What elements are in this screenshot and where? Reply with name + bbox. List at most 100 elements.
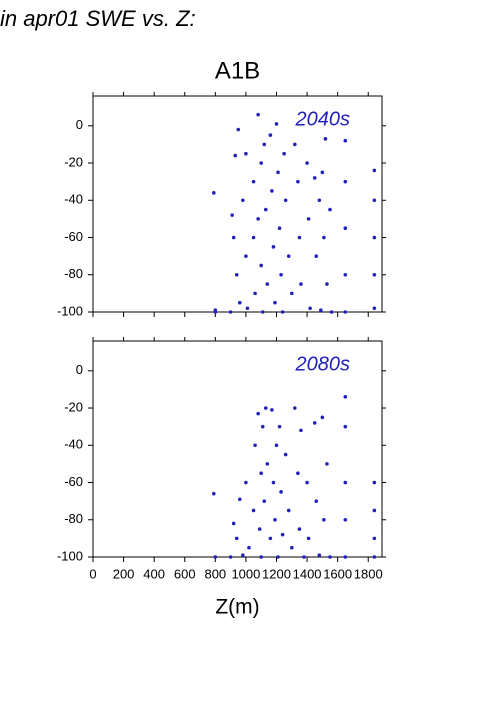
point xyxy=(314,254,319,258)
point xyxy=(372,306,377,311)
point xyxy=(270,408,274,412)
point xyxy=(237,497,242,502)
point xyxy=(237,300,242,305)
y-tick-label: -80 xyxy=(64,511,83,526)
y-tick-label: -60 xyxy=(64,229,83,244)
point xyxy=(325,282,329,286)
point xyxy=(251,508,256,513)
point xyxy=(312,176,317,180)
point xyxy=(299,428,303,433)
point xyxy=(271,245,276,249)
point xyxy=(253,291,257,296)
plot-frame xyxy=(92,95,383,313)
point xyxy=(256,112,260,117)
point xyxy=(329,310,334,314)
point xyxy=(317,553,322,557)
point xyxy=(263,406,268,410)
point xyxy=(213,555,218,559)
y-tick-label: -80 xyxy=(64,266,83,281)
point xyxy=(244,480,248,485)
point xyxy=(328,207,332,212)
point xyxy=(234,272,239,277)
point xyxy=(343,480,348,485)
point xyxy=(302,555,306,559)
y-tick-label: -40 xyxy=(64,192,83,207)
point xyxy=(259,263,264,268)
point xyxy=(274,443,279,448)
point xyxy=(273,300,277,305)
page-title: in apr01 SWE vs. Z: xyxy=(0,6,196,31)
point xyxy=(279,272,283,277)
point xyxy=(312,421,317,425)
point xyxy=(320,170,325,175)
point xyxy=(259,471,264,476)
y-tick-label: -40 xyxy=(64,437,83,452)
point xyxy=(270,189,274,193)
panel-annotation: 2080s xyxy=(295,353,351,375)
point xyxy=(372,168,377,173)
point xyxy=(343,555,348,559)
point xyxy=(211,491,216,496)
point xyxy=(296,179,300,184)
point xyxy=(343,395,348,399)
point xyxy=(328,555,332,559)
y-tick-label: 0 xyxy=(76,117,83,132)
x-tick-label: 0 xyxy=(89,566,96,581)
x-tick-label: 800 xyxy=(204,566,226,581)
point xyxy=(260,310,265,314)
point xyxy=(251,235,256,240)
point xyxy=(268,536,273,541)
point xyxy=(343,310,348,314)
y-tick-label: -100 xyxy=(57,548,83,563)
point xyxy=(283,452,288,457)
point xyxy=(279,490,283,494)
point xyxy=(297,527,302,531)
point xyxy=(244,151,248,156)
point xyxy=(299,282,303,286)
point xyxy=(319,308,323,312)
point xyxy=(213,310,218,314)
point xyxy=(234,536,239,541)
point xyxy=(372,235,377,240)
point xyxy=(236,127,241,132)
point xyxy=(308,306,312,311)
point xyxy=(317,198,322,203)
point xyxy=(253,443,257,448)
y-tick-label: -20 xyxy=(64,399,83,414)
point xyxy=(233,153,238,158)
point xyxy=(259,161,264,165)
y-tick-label: -100 xyxy=(57,303,83,318)
point xyxy=(228,555,233,559)
point xyxy=(241,198,245,203)
point xyxy=(262,499,267,503)
point xyxy=(263,207,268,212)
point xyxy=(256,411,260,416)
point xyxy=(372,536,377,541)
point xyxy=(293,142,297,147)
point xyxy=(305,480,309,485)
point xyxy=(306,536,311,541)
point xyxy=(320,415,325,420)
point xyxy=(276,555,280,559)
y-tick-label: -60 xyxy=(64,474,83,489)
point xyxy=(230,213,234,217)
point xyxy=(260,424,265,429)
point xyxy=(289,291,294,296)
point xyxy=(282,151,286,156)
point xyxy=(231,521,236,526)
point xyxy=(241,553,245,557)
point xyxy=(293,406,297,410)
point xyxy=(251,179,256,184)
point xyxy=(372,555,377,559)
point xyxy=(265,462,270,466)
point xyxy=(283,198,288,203)
point xyxy=(276,170,280,175)
x-tick-label: 600 xyxy=(174,566,196,581)
point xyxy=(245,306,250,311)
point xyxy=(325,462,329,466)
point xyxy=(277,226,282,231)
y-tick-label: 0 xyxy=(76,362,83,377)
point xyxy=(262,142,267,147)
point xyxy=(256,217,260,221)
